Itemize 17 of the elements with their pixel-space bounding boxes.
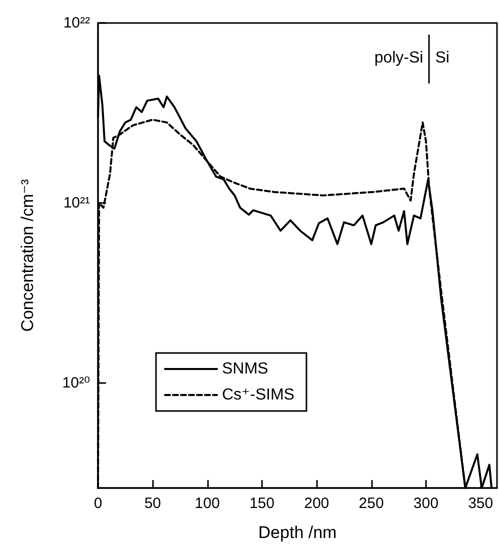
x-tick-label: 300 (413, 495, 438, 512)
x-tick-label: 250 (358, 495, 384, 512)
x-tick-label: 0 (94, 495, 102, 512)
x-tick-label: 150 (249, 495, 274, 512)
x-tick-label: 350 (468, 495, 494, 512)
y-axis-title: Concentration /cm⁻³ (18, 178, 37, 332)
x-tick-label: 100 (194, 495, 220, 512)
x-tick-label: 200 (304, 495, 330, 512)
y-tick-label: 10²⁰ (62, 374, 90, 392)
x-axis-title: Depth /nm (258, 523, 337, 542)
annotation: poly-Si (374, 49, 424, 66)
y-tick-label: 10²² (63, 14, 90, 32)
x-tick-label: 50 (144, 495, 161, 512)
legend-label: SNMS (222, 360, 268, 378)
annotation: Si (435, 49, 450, 66)
legend-label: Cs⁺-SIMS (222, 386, 294, 404)
y-tick-label: 10²¹ (63, 194, 90, 212)
